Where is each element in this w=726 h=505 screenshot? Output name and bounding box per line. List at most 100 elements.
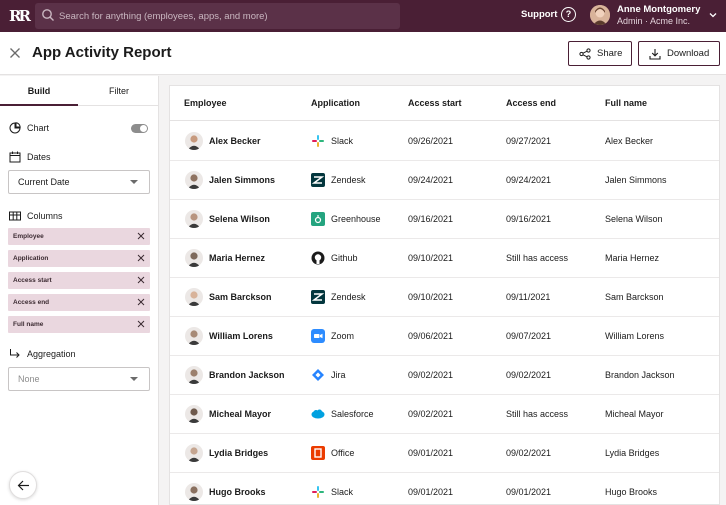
- table-row[interactable]: Brandon Jackson Jira 09/02/2021 09/02/2021 B…: [170, 356, 719, 395]
- full-name: Jalen Simmons: [605, 175, 667, 185]
- remove-icon[interactable]: [137, 320, 145, 328]
- employee-name[interactable]: Maria Hernez: [209, 253, 266, 263]
- share-label: Share: [597, 48, 623, 59]
- remove-icon[interactable]: [137, 254, 145, 262]
- application-name: Office: [331, 448, 355, 458]
- access-end: 09/16/2021: [506, 214, 552, 224]
- access-end: Still has access: [506, 409, 569, 419]
- access-start: 09/10/2021: [408, 253, 454, 263]
- user-name: Anne Montgomery: [617, 4, 701, 15]
- activity-table: Employee Application Access start Access…: [169, 85, 720, 505]
- support-link[interactable]: Support: [521, 9, 558, 20]
- table-row[interactable]: Hugo Brooks Slack 09/01/2021 09/01/2021 Hugo…: [170, 473, 719, 504]
- back-button[interactable]: [9, 471, 37, 499]
- access-start: 09/01/2021: [408, 487, 454, 497]
- column-chip[interactable]: Employee: [8, 228, 150, 245]
- table-row[interactable]: Jalen Simmons Zendesk 09/24/2021 09/24/2021…: [170, 161, 719, 200]
- col-header-access-end[interactable]: Access end: [506, 98, 557, 108]
- user-org: Admin · Acme Inc.: [617, 16, 691, 26]
- share-button[interactable]: Share: [568, 41, 632, 66]
- employee-avatar: [185, 171, 203, 189]
- table-row[interactable]: Micheal Mayor Salesforce 09/02/2021 Still h…: [170, 395, 719, 434]
- col-header-application[interactable]: Application: [311, 98, 360, 108]
- download-label: Download: [667, 48, 710, 59]
- slack-icon: [311, 485, 325, 499]
- remove-icon[interactable]: [137, 232, 145, 240]
- table-row[interactable]: Alex Becker Slack 09/26/2021 09/27/2021 Alex…: [170, 122, 719, 161]
- access-end: 09/24/2021: [506, 175, 552, 185]
- chevron-down-icon[interactable]: [708, 10, 718, 20]
- access-end: 09/02/2021: [506, 370, 552, 380]
- aggregation-label: Aggregation: [27, 349, 76, 359]
- chart-toggle[interactable]: [131, 124, 148, 133]
- search-icon: [42, 9, 54, 21]
- full-name: Brandon Jackson: [605, 370, 675, 380]
- columns-icon: [9, 211, 21, 221]
- employee-name[interactable]: Sam Barckson: [209, 292, 272, 302]
- column-chip-label: Application: [13, 255, 49, 262]
- employee-avatar: [185, 444, 203, 462]
- access-start: 09/02/2021: [408, 409, 454, 419]
- full-name: Sam Barckson: [605, 292, 664, 302]
- full-name: Hugo Brooks: [605, 487, 658, 497]
- chart-label: Chart: [27, 123, 50, 133]
- employee-avatar: [185, 249, 203, 267]
- access-end: 09/01/2021: [506, 487, 552, 497]
- user-avatar[interactable]: [590, 5, 610, 25]
- remove-icon[interactable]: [137, 298, 145, 306]
- application-name: Salesforce: [331, 409, 374, 419]
- columns-label: Columns: [27, 211, 63, 221]
- tab-build[interactable]: Build: [27, 86, 51, 96]
- access-start: 09/01/2021: [408, 448, 454, 458]
- col-header-full-name[interactable]: Full name: [605, 98, 648, 108]
- access-end: 09/11/2021: [506, 292, 551, 302]
- column-chip[interactable]: Application: [8, 250, 150, 267]
- column-chip-label: Access end: [13, 299, 50, 306]
- table-row[interactable]: Maria Hernez Github 09/10/2021 Still has ac…: [170, 239, 719, 278]
- employee-name[interactable]: Selena Wilson: [209, 214, 270, 224]
- table-row[interactable]: Sam Barckson Zendesk 09/10/2021 09/11/2021 S…: [170, 278, 719, 317]
- employee-name[interactable]: Lydia Bridges: [209, 448, 269, 458]
- github-icon: [311, 251, 325, 265]
- global-search[interactable]: [35, 3, 400, 29]
- column-chip[interactable]: Access end: [8, 294, 150, 311]
- table-header: Employee Application Access start Access…: [170, 86, 719, 121]
- employee-avatar: [185, 132, 203, 150]
- column-chip[interactable]: Full name: [8, 316, 150, 333]
- access-start: 09/16/2021: [408, 214, 454, 224]
- col-header-access-start[interactable]: Access start: [408, 98, 462, 108]
- share-icon: [579, 47, 591, 60]
- employee-avatar: [185, 483, 203, 501]
- aggregation-icon: [10, 349, 20, 358]
- employee-name[interactable]: Brandon Jackson: [209, 370, 285, 380]
- access-start: 09/06/2021: [408, 331, 454, 341]
- column-chip-label: Employee: [13, 233, 44, 240]
- employee-name[interactable]: Alex Becker: [209, 136, 261, 146]
- column-chip[interactable]: Access start: [8, 272, 150, 289]
- column-chip-label: Access start: [13, 277, 52, 284]
- access-start: 09/24/2021: [408, 175, 454, 185]
- col-header-employee[interactable]: Employee: [184, 98, 227, 108]
- tab-filter[interactable]: Filter: [109, 86, 129, 96]
- search-input[interactable]: [59, 3, 389, 29]
- access-start: 09/02/2021: [408, 370, 454, 380]
- employee-name[interactable]: Hugo Brooks: [209, 487, 266, 497]
- employee-avatar: [185, 288, 203, 306]
- app-logo[interactable]: RR: [9, 7, 31, 25]
- download-button[interactable]: Download: [638, 41, 720, 66]
- table-row[interactable]: Lydia Bridges Office 09/01/2021 09/02/2021 L…: [170, 434, 719, 473]
- employee-name[interactable]: Jalen Simmons: [209, 175, 276, 185]
- page-title: App Activity Report: [32, 44, 172, 61]
- dates-select[interactable]: Current Date: [8, 170, 150, 194]
- full-name: Maria Hernez: [605, 253, 660, 263]
- application-name: Zoom: [331, 331, 355, 341]
- employee-name[interactable]: William Lorens: [209, 331, 273, 341]
- employee-name[interactable]: Micheal Mayor: [209, 409, 272, 419]
- access-end: 09/27/2021: [506, 136, 552, 146]
- remove-icon[interactable]: [137, 276, 145, 284]
- table-row[interactable]: William Lorens Zoom 09/06/2021 09/07/2021 Wi…: [170, 317, 719, 356]
- close-icon[interactable]: [9, 47, 21, 59]
- help-icon[interactable]: ?: [561, 7, 576, 22]
- aggregation-select[interactable]: None: [8, 367, 150, 391]
- table-row[interactable]: Selena Wilson Greenhouse 09/16/2021 09/16/2…: [170, 200, 719, 239]
